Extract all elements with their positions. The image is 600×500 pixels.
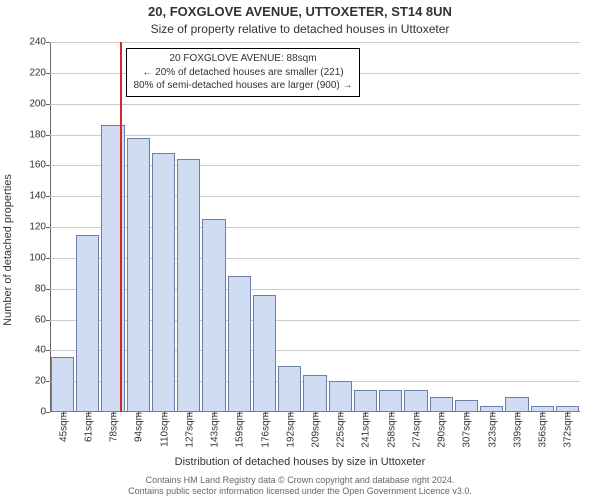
x-tick-label: 45sqm [56,412,69,442]
histogram-bar [404,390,427,412]
chart-subtitle: Size of property relative to detached ho… [0,22,600,36]
histogram-bar [152,153,175,412]
x-tick-label: 159sqm [233,412,246,448]
histogram-bar [177,159,200,412]
chart-caption: Contains HM Land Registry data © Crown c… [0,475,600,498]
y-tick-label: 120 [29,222,50,233]
y-tick-label: 60 [35,314,50,325]
y-tick-label: 180 [29,129,50,140]
y-tick-label: 0 [40,407,50,418]
y-axis-label: Number of detached properties [2,174,14,326]
histogram-bar [228,276,251,412]
annotation-line: 80% of semi-detached houses are larger (… [133,79,352,93]
x-tick-label: 192sqm [283,412,296,448]
plot-area: 02040608010012014016018020022024045sqm61… [50,42,580,412]
x-tick-label: 78sqm [107,412,120,442]
caption-line-1: Contains HM Land Registry data © Crown c… [146,475,455,485]
x-tick-label: 143sqm [208,412,221,448]
annotation-box: 20 FOXGLOVE AVENUE: 88sqm← 20% of detach… [126,48,359,97]
y-tick-label: 240 [29,37,50,48]
y-tick-label: 140 [29,191,50,202]
histogram-bar [76,235,99,412]
caption-line-2: Contains public sector information licen… [128,486,472,496]
y-tick-label: 100 [29,252,50,263]
x-tick-label: 274sqm [409,412,422,448]
histogram-bar [455,400,478,412]
histogram-bar [253,295,276,412]
histogram-bar [505,397,528,412]
x-tick-label: 290sqm [435,412,448,448]
histogram-bar [329,381,352,412]
x-tick-label: 176sqm [258,412,271,448]
histogram-bar [202,219,225,412]
x-tick-label: 258sqm [384,412,397,448]
gridline [50,42,580,43]
x-tick-label: 61sqm [81,412,94,442]
y-tick-label: 40 [35,345,50,356]
y-tick-label: 160 [29,160,50,171]
reference-line [120,42,122,412]
y-tick-label: 20 [35,376,50,387]
histogram-bar [379,390,402,412]
y-tick-label: 220 [29,67,50,78]
histogram-bar [430,397,453,412]
x-tick-label: 323sqm [485,412,498,448]
histogram-bar [278,366,301,412]
x-tick-label: 372sqm [561,412,574,448]
gridline [50,135,580,136]
y-tick-label: 80 [35,283,50,294]
annotation-line: ← 20% of detached houses are smaller (22… [133,66,352,80]
x-tick-label: 307sqm [460,412,473,448]
histogram-bar [303,375,326,412]
gridline [50,104,580,105]
histogram-bar [354,390,377,412]
chart-title: 20, FOXGLOVE AVENUE, UTTOXETER, ST14 8UN [0,4,600,19]
x-tick-label: 225sqm [334,412,347,448]
histogram-bar [51,357,74,413]
x-tick-label: 127sqm [182,412,195,448]
x-tick-label: 110sqm [157,412,170,447]
y-tick-label: 200 [29,98,50,109]
x-axis-label: Distribution of detached houses by size … [0,456,600,468]
x-tick-label: 94sqm [132,412,145,442]
x-tick-label: 209sqm [309,412,322,448]
x-tick-label: 339sqm [510,412,523,448]
x-tick-label: 356sqm [536,412,549,448]
x-tick-label: 241sqm [359,412,372,448]
annotation-line: 20 FOXGLOVE AVENUE: 88sqm [133,52,352,66]
histogram-bar [127,138,150,412]
